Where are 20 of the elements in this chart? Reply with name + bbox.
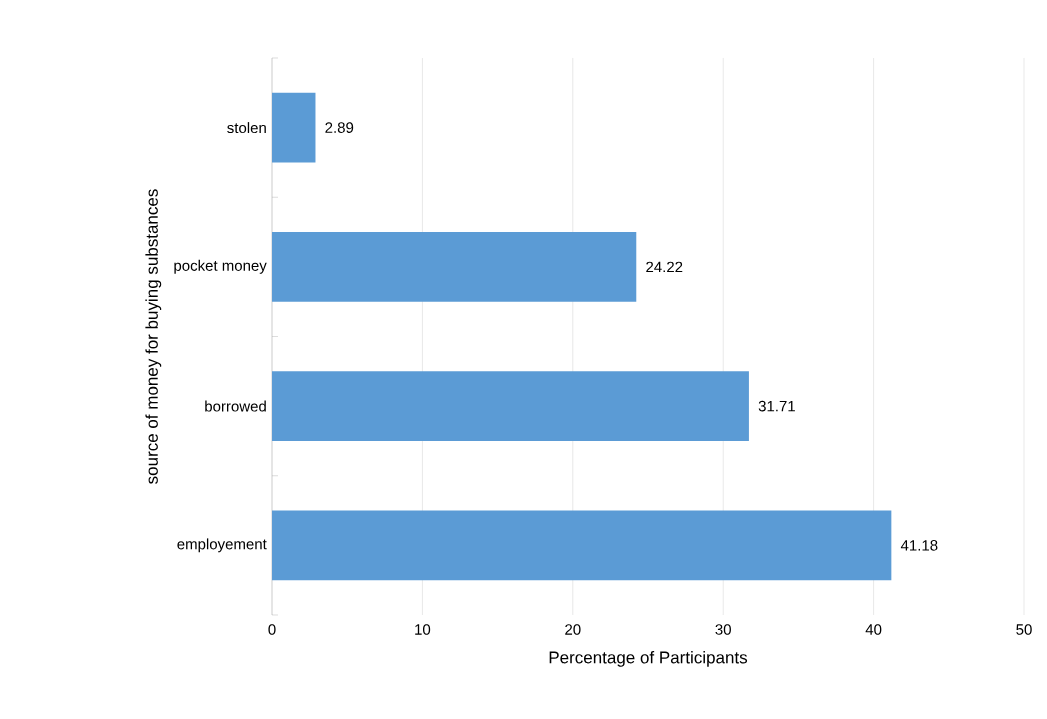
y-tick-label: borrowed xyxy=(205,400,266,412)
bar xyxy=(272,232,637,302)
bar xyxy=(272,92,316,163)
x-tick-label: 40 xyxy=(865,624,882,635)
x-axis-title: Percentage of Participants xyxy=(549,651,748,667)
y-tick-label: pocket money xyxy=(174,259,267,274)
data-label: 31.71 xyxy=(758,400,795,412)
x-tick-label: 10 xyxy=(415,624,431,635)
x-tick-label: 20 xyxy=(565,624,581,635)
data-label: 2.89 xyxy=(325,122,354,133)
x-tick-label: 50 xyxy=(1016,624,1032,635)
x-tick-label: 0 xyxy=(268,624,276,635)
x-tick-label: 30 xyxy=(715,624,731,635)
y-tick-label: employement xyxy=(177,538,267,553)
bar xyxy=(272,510,892,581)
bar xyxy=(272,371,749,441)
data-label: 41.18 xyxy=(900,540,938,551)
y-axis-title: source of money for buying substances xyxy=(145,189,162,484)
data-label: 24.22 xyxy=(646,261,683,273)
y-tick-label: stolen xyxy=(227,122,266,134)
